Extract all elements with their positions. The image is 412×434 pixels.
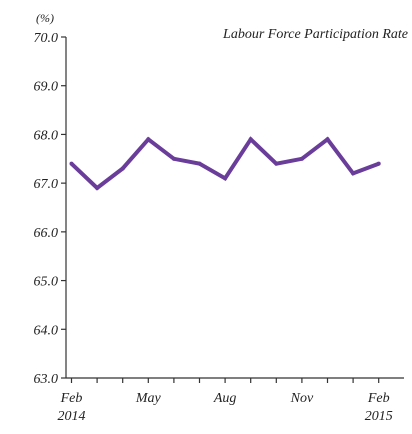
data-point	[223, 176, 228, 181]
data-point	[299, 156, 304, 161]
x-tick-label-year: 2014	[58, 409, 86, 424]
y-tick-label: 64.0	[34, 323, 59, 338]
x-tick-label: Nov	[290, 391, 314, 406]
data-points	[69, 137, 381, 191]
y-tick-label: 65.0	[34, 275, 59, 290]
y-tick-label: 63.0	[34, 372, 59, 387]
data-point	[171, 156, 176, 161]
data-point	[248, 137, 253, 142]
y-tick-label: 69.0	[34, 80, 59, 95]
x-axis-ticks: Feb 2014 May Aug Nov Feb 2015	[58, 378, 393, 424]
data-point	[274, 161, 279, 166]
x-tick-label: Aug	[213, 391, 237, 406]
x-tick-label: Feb	[60, 391, 83, 406]
x-tick-label: May	[135, 391, 162, 406]
x-tick-label: Feb	[367, 391, 390, 406]
y-tick-label: 70.0	[34, 31, 59, 46]
data-point	[376, 161, 381, 166]
y-axis-ticks: 63.0 64.0 65.0 66.0 67.0 68.0 69.0 70.0	[34, 31, 66, 387]
y-tick-label: 66.0	[34, 226, 59, 241]
series-line	[70, 136, 380, 191]
x-tick-label-year: 2015	[365, 409, 393, 424]
y-tick-label: 67.0	[34, 177, 59, 192]
data-point	[120, 166, 125, 171]
y-unit-label: (%)	[36, 11, 54, 25]
y-tick-label: 68.0	[34, 128, 59, 143]
data-point	[197, 161, 202, 166]
data-point	[69, 161, 74, 166]
data-point	[351, 171, 356, 176]
data-point	[95, 186, 100, 191]
data-point	[325, 137, 330, 142]
data-point	[146, 137, 151, 142]
chart-title: Labour Force Participation Rate	[222, 27, 408, 42]
